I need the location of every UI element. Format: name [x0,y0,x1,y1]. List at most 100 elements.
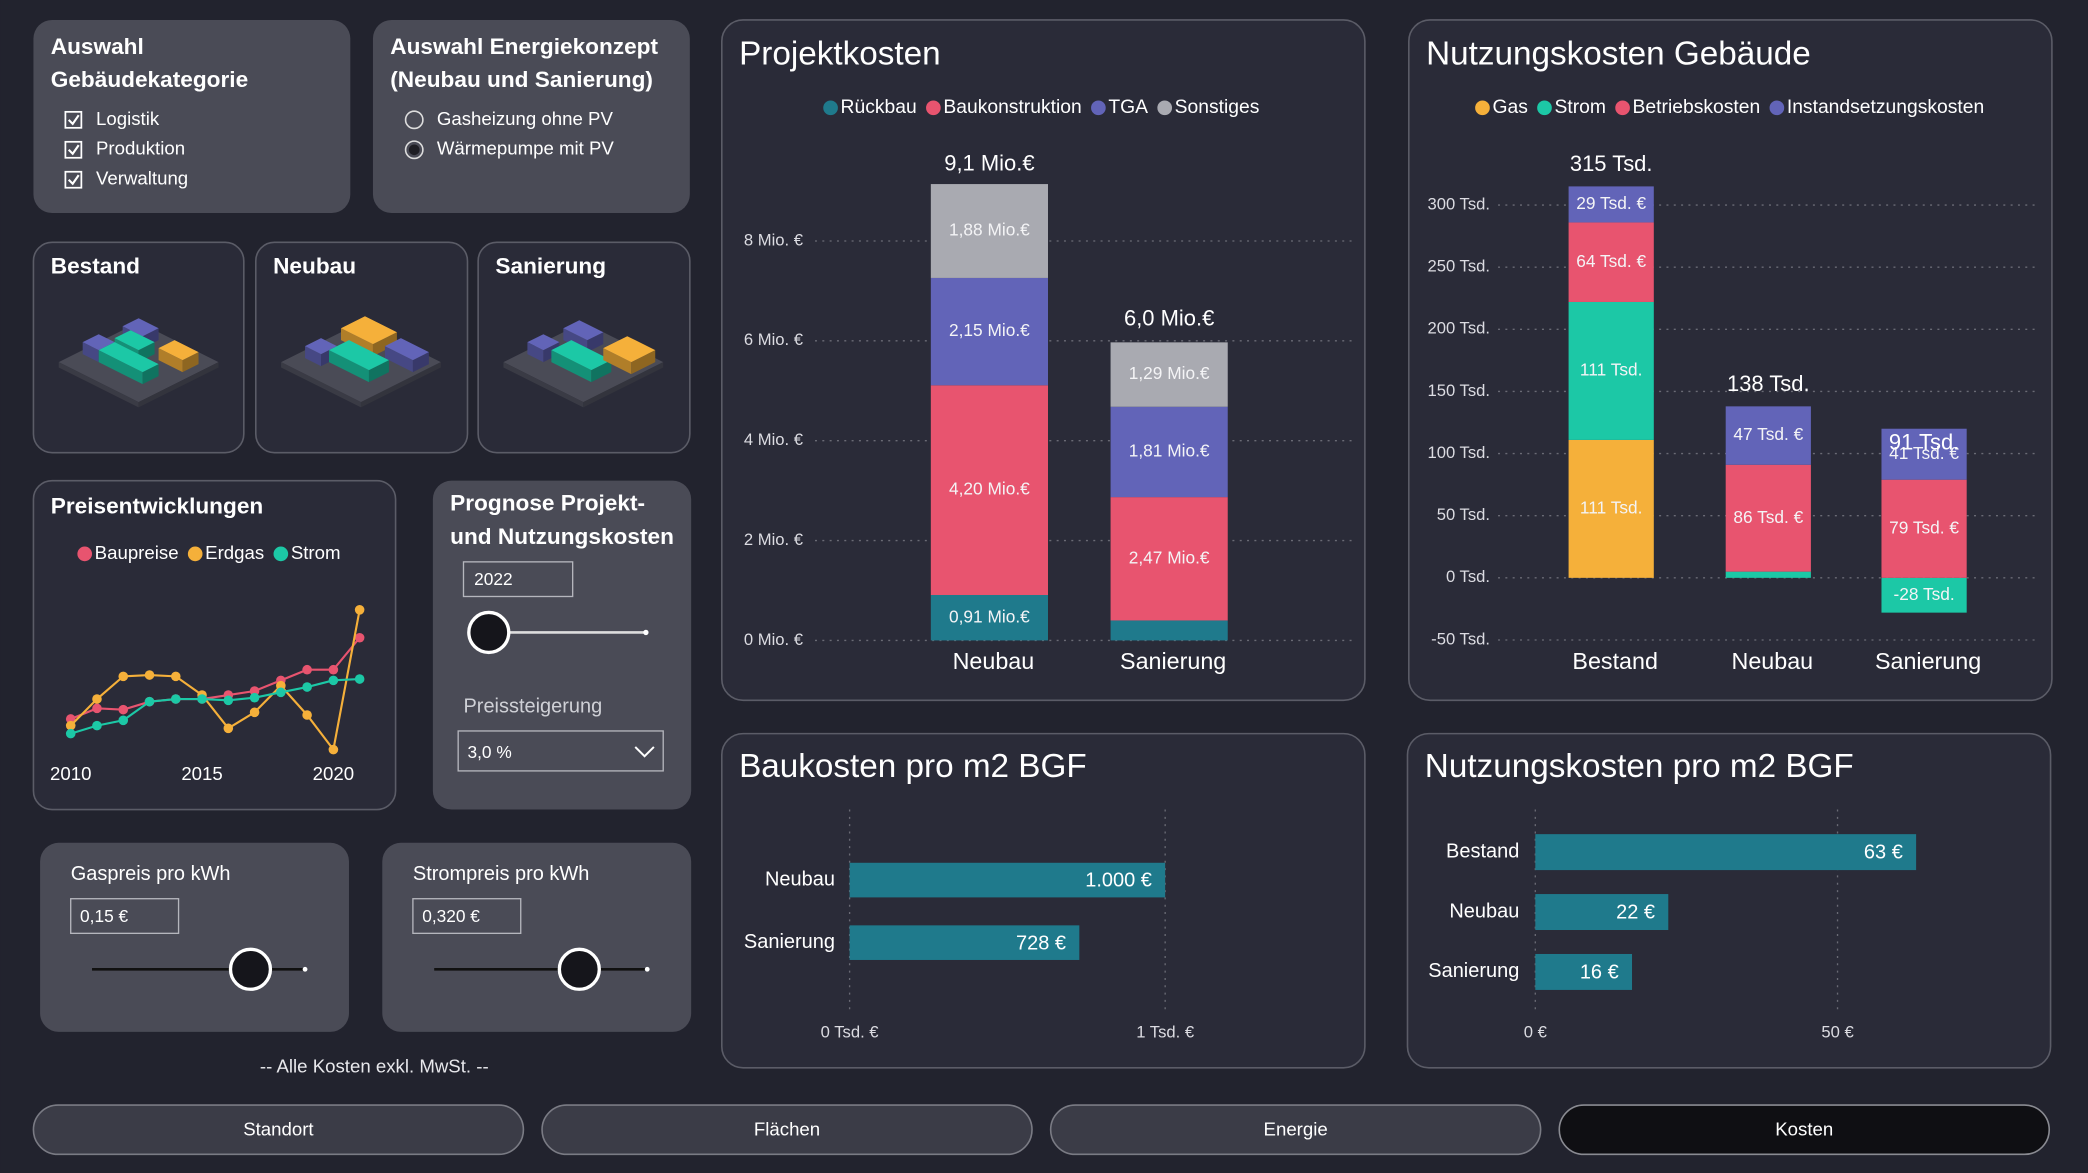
line-point [144,696,155,707]
line-point [354,632,365,643]
line-point [328,664,339,675]
icon-base-side [503,362,584,408]
legend-marker [1157,100,1173,116]
nav-button-bg[interactable] [32,1104,525,1156]
y-tick-label: -50 Tsd. [1431,629,1490,648]
data-label: 29 Tsd. € [1576,193,1646,213]
icon-block-side [82,342,99,363]
chart-title: Nutzungskosten pro m2 BGF [1425,748,1854,785]
bar-segment [930,184,1048,278]
radio[interactable] [404,110,424,130]
line-point [354,605,365,615]
data-label: 1.000 € [1085,870,1152,892]
icon-block-side [98,350,143,385]
y-tick-label: Neubau [1449,900,1519,922]
nav-button-label[interactable]: Flächen [754,1118,820,1139]
x-tick-label: 2010 [50,763,91,784]
icon-block-top [114,330,155,351]
chart-title: Nutzungskosten Gebäude [1426,36,1811,73]
bar-segment [1725,464,1811,572]
dropdown-chevron[interactable] [634,746,655,758]
line-point [276,687,286,698]
power-input[interactable] [412,898,522,935]
year-input[interactable] [462,561,574,598]
energy-panel [372,19,690,214]
icon-block-side [631,350,656,375]
power-value[interactable]: 0,320 € [422,906,480,926]
line-point [197,694,207,704]
legend-label: TGA [1108,97,1148,118]
slider-knob[interactable] [467,610,511,655]
gas-value[interactable]: 0,15 € [80,906,128,926]
line-point [65,714,76,724]
legend-marker [926,100,941,116]
y-tick-label: 6 Mio. € [744,330,804,349]
slider-end [644,966,650,972]
checkbox[interactable] [64,170,83,189]
icon-block-top [563,320,604,341]
checkmark [67,174,80,186]
footnote: -- Alle Kosten exkl. MwSt. -- [260,1056,489,1077]
nav-button-bg[interactable] [1049,1104,1542,1156]
radio[interactable] [404,140,424,160]
nav-button-label[interactable]: Energie [1264,1118,1328,1139]
icon-block-top [384,338,429,361]
category-title: Auswahl Gebäudekategorie [51,34,248,92]
y-tick-label: 2 Mio. € [744,530,804,549]
data-label: 64 Tsd. € [1576,251,1646,271]
data-label: 22 € [1616,902,1655,924]
checkbox[interactable] [64,140,83,159]
gas-input[interactable] [70,898,180,935]
slider-knob[interactable] [557,947,601,991]
year-value[interactable]: 2022 [474,569,512,589]
chart-title: Projektkosten [739,36,941,73]
icon-block-top [98,342,159,373]
line-point [92,694,102,704]
x-tick-label: Neubau [953,648,1035,674]
checkbox-label[interactable]: Produktion [96,138,185,159]
icon-block-top [329,340,389,371]
legend-label: Sonstiges [1175,97,1260,118]
bar-segment [930,385,1048,595]
icon-block-top [340,316,397,345]
icon-block-top [122,318,159,337]
checkbox-label[interactable]: Logistik [96,108,160,129]
legend-label: Strom [1554,97,1605,118]
nav-button-label[interactable]: Standort [243,1118,314,1139]
nav-button[interactable]: Energie [1049,1104,1542,1156]
x-tick-label: Neubau [1731,648,1813,674]
dropdown[interactable] [457,730,664,772]
icon-block-side [587,332,604,353]
line-point [249,692,260,703]
nav-button-bg[interactable] [541,1104,1033,1156]
chart-title: Baukosten pro m2 BGF [739,748,1087,785]
nav-button[interactable]: Kosten [1558,1104,2051,1156]
icon-base-side [583,362,664,408]
line-point [302,710,312,720]
bar-segment [1568,186,1654,223]
icon-block-side [527,342,544,363]
slider-knob[interactable] [228,947,273,991]
bar-segment [1110,497,1228,621]
icon-base-side [58,362,139,408]
y-tick-label: 50 Tsd. [1437,505,1490,524]
radio-label[interactable]: Gasheizung ohne PV [437,108,614,129]
data-label: 4,20 Mio.€ [949,479,1030,499]
line-point [65,728,76,739]
line-point [354,674,365,684]
checkbox-label[interactable]: Verwaltung [96,168,188,189]
line-point [118,715,129,726]
category-panel [33,19,351,214]
price-increase-label: Preissteigerung [463,695,602,717]
dropdown-value[interactable]: 3,0 % [467,742,511,762]
nav-button[interactable]: Flächen [541,1104,1033,1156]
icon-block-side [372,332,397,357]
nav-button-label[interactable]: Kosten [1775,1118,1833,1139]
bar-segment [1110,406,1228,498]
data-label: 111 Tsd. [1580,360,1643,380]
checkbox[interactable] [64,110,83,129]
radio-label[interactable]: Wärmepumpe mit PV [437,138,615,159]
bar [849,925,1080,960]
nav-button[interactable]: Standort [32,1104,525,1156]
nav-button-bg[interactable] [1558,1104,2051,1156]
